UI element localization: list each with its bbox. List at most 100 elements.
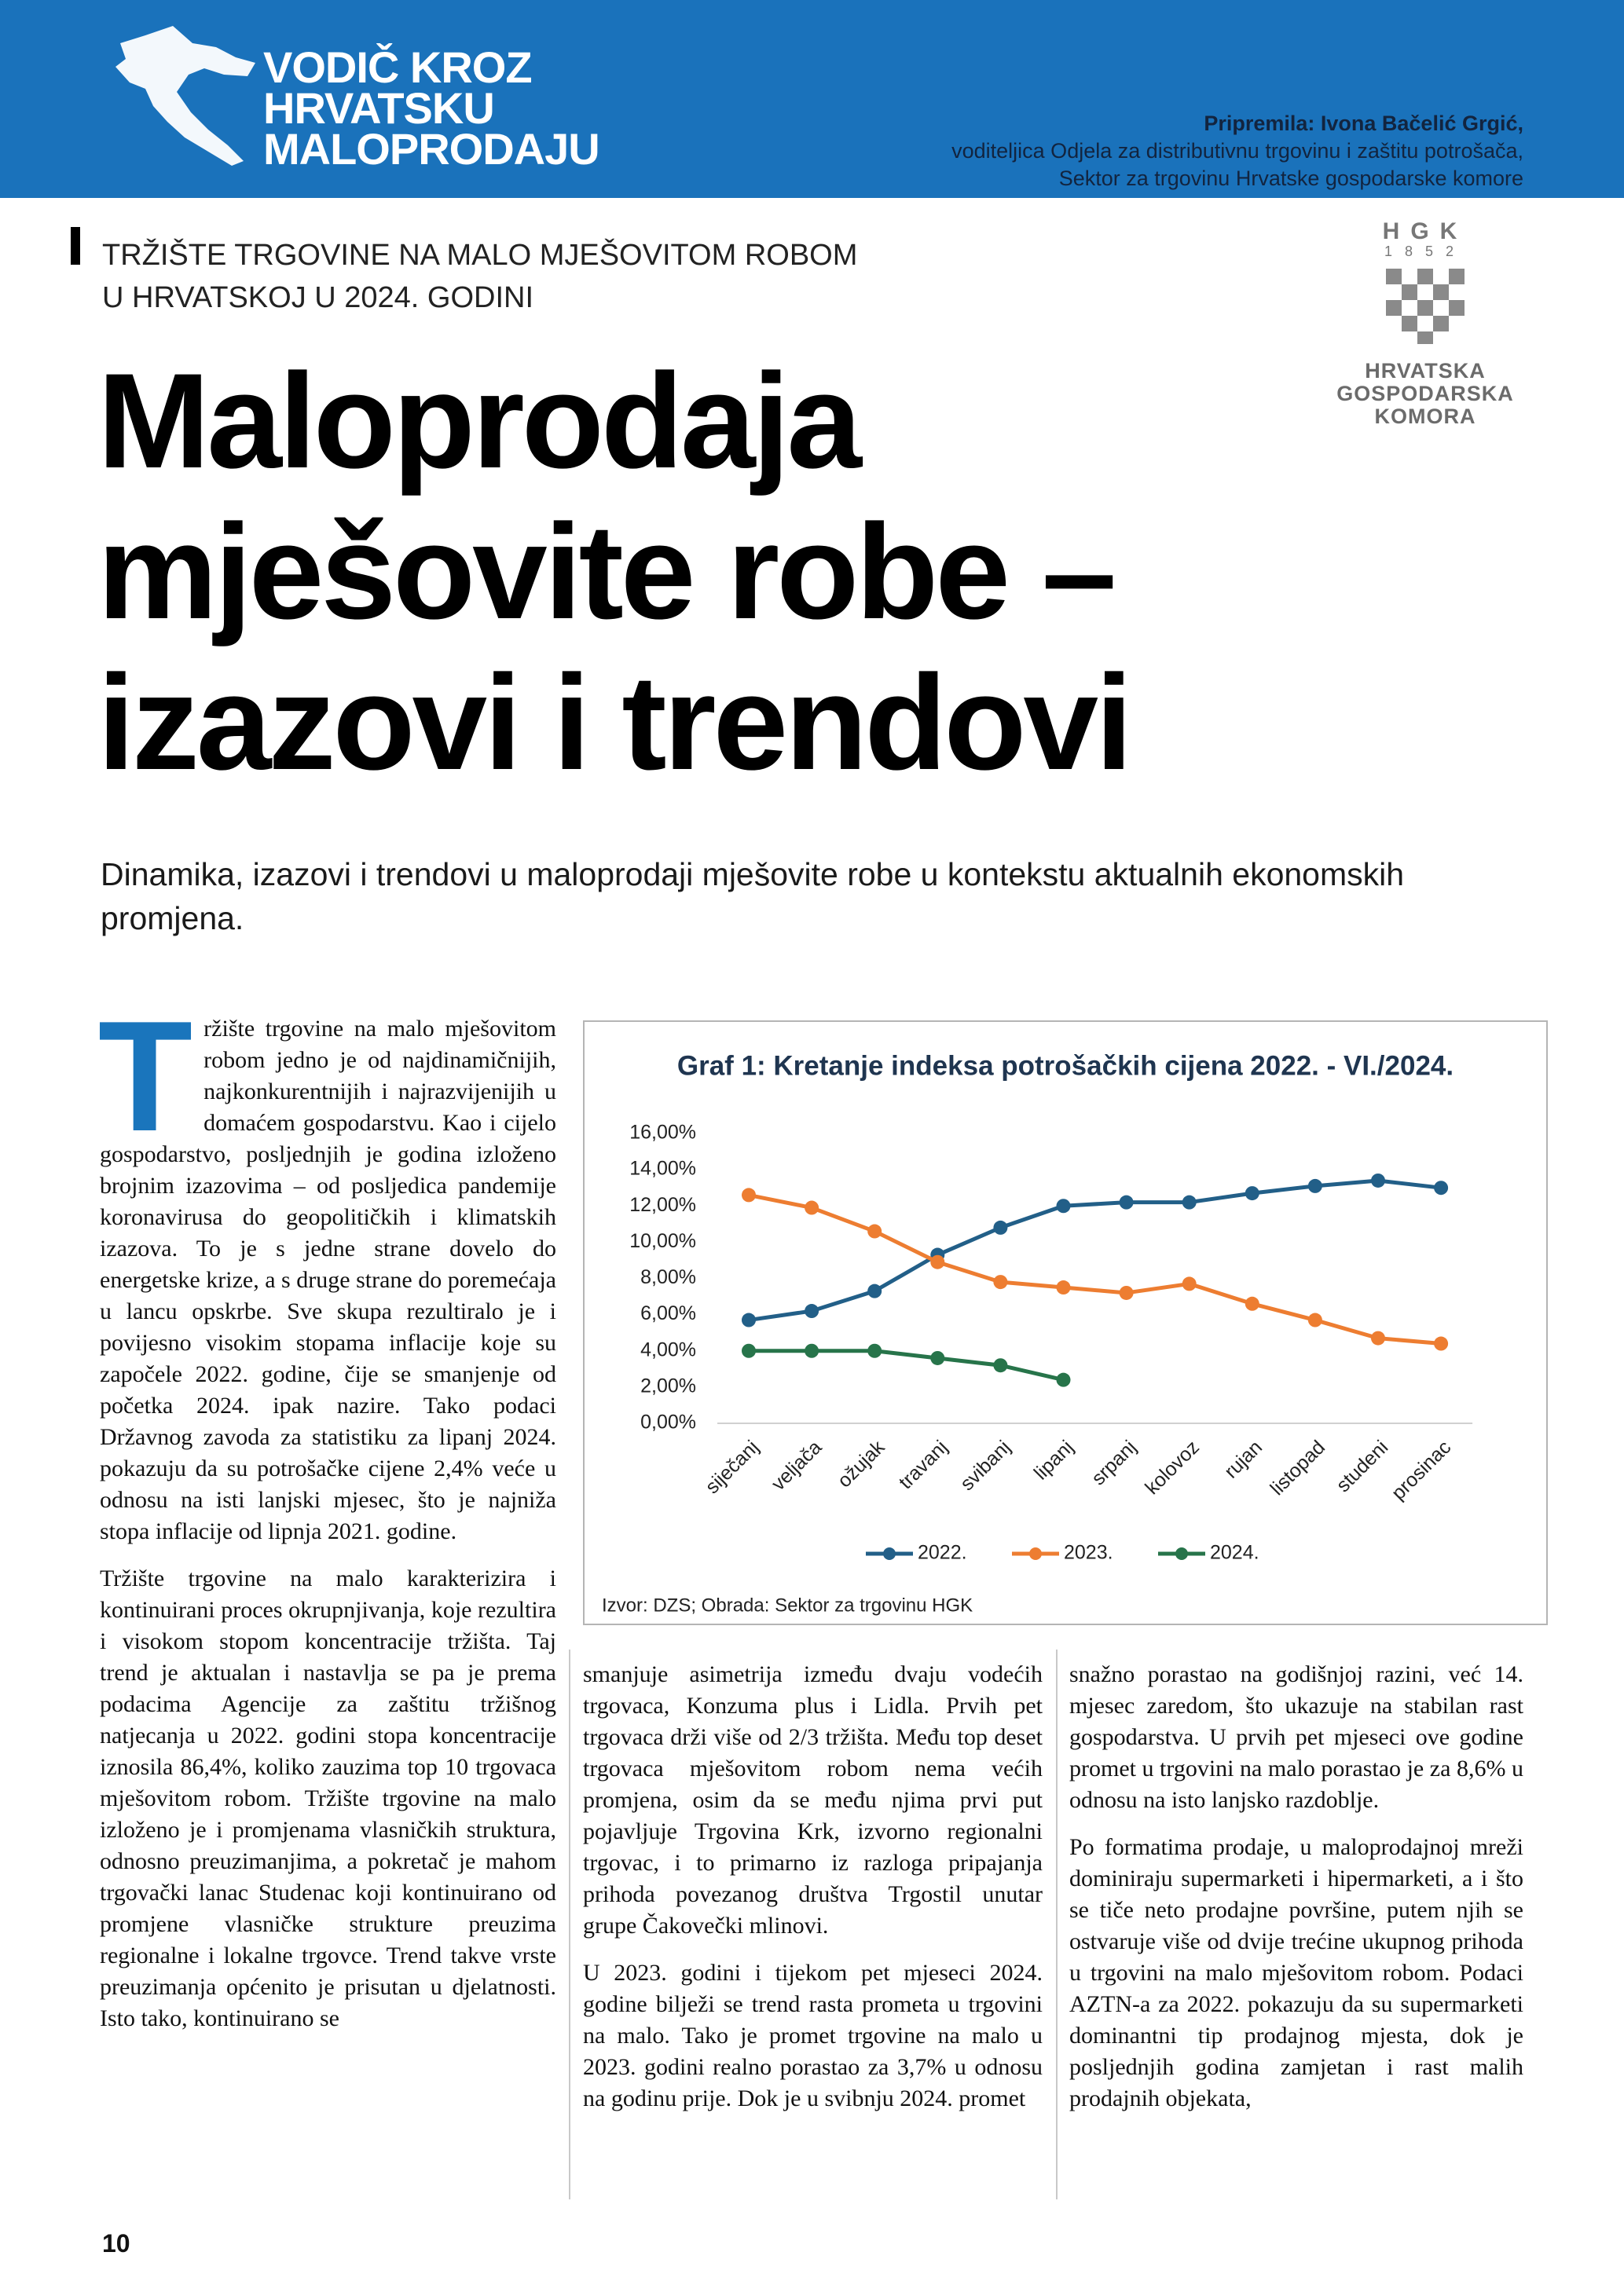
- data-point: [1307, 1313, 1322, 1327]
- y-tick-label: 12,00%: [629, 1194, 696, 1216]
- x-tick-label: veljača: [768, 1436, 827, 1495]
- legend-marker: [883, 1547, 896, 1560]
- data-point: [867, 1283, 882, 1298]
- paragraph: U 2023. godini i tijekom pet mjeseci 202…: [583, 1960, 1043, 2111]
- title-line: Maloprodaja: [97, 346, 862, 496]
- chart-frame: Graf 1: Kretanje indeksa potrošačkih cij…: [583, 1020, 1548, 1625]
- data-point: [867, 1343, 882, 1358]
- x-tick-label: kolovoz: [1141, 1436, 1204, 1499]
- series-title-line: VODIČ KROZ: [263, 42, 533, 92]
- x-tick-label: listopad: [1266, 1436, 1329, 1500]
- kicker: TRŽIŠTE TRGOVINE NA MALO MJEŠOVITOM ROBO…: [102, 234, 857, 319]
- legend-marker: [1029, 1547, 1042, 1560]
- data-point: [1056, 1372, 1071, 1387]
- chart-source: Izvor: DZS; Obrada: Sektor za trgovinu H…: [602, 1595, 973, 1616]
- legend-marker: [1175, 1547, 1188, 1560]
- column-rule: [569, 1650, 570, 2199]
- paragraph: Po formatima prodaje, u maloprodajnoj mr…: [1069, 1834, 1523, 2111]
- logo-name-line: HRVATSKA: [1365, 359, 1486, 383]
- kicker-line: U HRVATSKOJ U 2024. GODINI: [102, 281, 534, 314]
- author-block: Pripremila: Ivona Bačelić Grgić, voditel…: [951, 110, 1523, 192]
- logo-checkerboard: [1386, 269, 1465, 344]
- paragraph: smanjuje asimetrija između dvaju vodećih…: [583, 1661, 1043, 1939]
- x-tick-label: studeni: [1332, 1436, 1392, 1496]
- column: snažno porastao na godišnjoj razini, već…: [1069, 1659, 1523, 2209]
- y-tick-label: 16,00%: [629, 1122, 696, 1144]
- y-tick-label: 0,00%: [640, 1412, 696, 1434]
- y-tick-label: 2,00%: [640, 1375, 696, 1397]
- data-point: [742, 1313, 756, 1327]
- data-point: [1307, 1178, 1322, 1193]
- data-point: [1245, 1296, 1259, 1311]
- series-title-line: HRVATSKU: [263, 83, 495, 133]
- x-tick-label: srpanj: [1087, 1436, 1141, 1489]
- data-point: [1182, 1276, 1197, 1291]
- x-tick-label: travanj: [895, 1436, 952, 1493]
- title-line: izazovi i trendovi: [97, 647, 1133, 798]
- y-tick-label: 10,00%: [629, 1230, 696, 1252]
- data-point: [1182, 1195, 1197, 1210]
- x-tick-label: prosinac: [1388, 1436, 1456, 1504]
- author: Pripremila: Ivona Bačelić Grgić,: [1204, 112, 1523, 135]
- data-point: [805, 1304, 819, 1319]
- series-line: [748, 1178, 1442, 1323]
- data-point: [1119, 1195, 1134, 1210]
- data-point: [742, 1188, 756, 1203]
- data-point: [1371, 1173, 1385, 1188]
- logo-name-line: KOMORA: [1374, 405, 1476, 428]
- drop-cap: T: [100, 1013, 193, 1164]
- data-point: [993, 1220, 1008, 1235]
- croatia-map-icon: [115, 26, 255, 166]
- data-point: [1056, 1199, 1071, 1214]
- data-point: [805, 1200, 819, 1215]
- chart-title: Graf 1: Kretanje indeksa potrošačkih cij…: [677, 1050, 1454, 1081]
- kicker-bar: [71, 227, 80, 265]
- paragraph: Tržište trgovine na malo karakterizira i…: [100, 1565, 556, 2031]
- x-tick-label: svibanj: [956, 1436, 1015, 1495]
- logo-name-line: GOSPODARSKA: [1336, 382, 1514, 405]
- series-line: [748, 1192, 1442, 1346]
- title: Maloprodaja mješovite robe – izazovi i t…: [97, 346, 1133, 798]
- y-tick-label: 14,00%: [629, 1158, 696, 1180]
- lead: Dinamika, izazovi i trendovi u maloproda…: [101, 856, 1405, 936]
- header-band: [0, 0, 1624, 198]
- author-role: Sektor za trgovinu Hrvatske gospodarske …: [1058, 167, 1523, 190]
- series-title: VODIČ KROZ HRVATSKU MALOPRODAJU: [263, 42, 600, 174]
- y-tick-label: 6,00%: [640, 1302, 696, 1324]
- column-rule: [1056, 1650, 1058, 2199]
- logo-letters: HGK: [1382, 218, 1468, 244]
- data-point: [993, 1275, 1008, 1290]
- x-tick-label: rujan: [1220, 1436, 1267, 1482]
- data-point: [1119, 1285, 1134, 1300]
- title-line: mješovite robe –: [97, 496, 1116, 647]
- data-point: [742, 1343, 756, 1358]
- data-point: [930, 1350, 945, 1365]
- logo-name: HRVATSKA GOSPODARSKA KOMORA: [1307, 360, 1543, 428]
- page-number: 10: [102, 2229, 130, 2258]
- x-tick-label: ožujak: [834, 1436, 889, 1492]
- series-title-line: MALOPRODAJU: [263, 124, 600, 174]
- series-line: [749, 1349, 1065, 1382]
- legend-label: 2023.: [1064, 1542, 1113, 1564]
- paragraph: snažno porastao na godišnjoj razini, već…: [1069, 1661, 1523, 1813]
- author-role: voditeljica Odjela za distributivnu trgo…: [951, 139, 1523, 163]
- data-point: [1434, 1336, 1449, 1351]
- legend-label: 2024.: [1210, 1542, 1259, 1564]
- data-point: [1371, 1331, 1385, 1346]
- data-point: [867, 1224, 882, 1239]
- paragraph-text: ržište trgovine na malo mješovitom robom…: [100, 1016, 556, 1544]
- column: smanjuje asimetrija između dvaju vodećih…: [583, 1659, 1043, 2209]
- data-point: [1434, 1181, 1449, 1196]
- y-tick-label: 4,00%: [640, 1338, 696, 1360]
- data-point: [1056, 1280, 1071, 1295]
- data-point: [930, 1254, 945, 1269]
- x-tick-label: lipanj: [1030, 1436, 1078, 1484]
- chart: Graf 1: Kretanje indeksa potrošačkih cij…: [602, 1050, 1473, 1616]
- data-point: [805, 1343, 819, 1358]
- kicker-line: TRŽIŠTE TRGOVINE NA MALO MJEŠOVITOM ROBO…: [102, 239, 858, 272]
- legend-label: 2022.: [918, 1542, 967, 1564]
- y-tick-label: 8,00%: [640, 1266, 696, 1288]
- logo-year: 1852: [1384, 244, 1467, 259]
